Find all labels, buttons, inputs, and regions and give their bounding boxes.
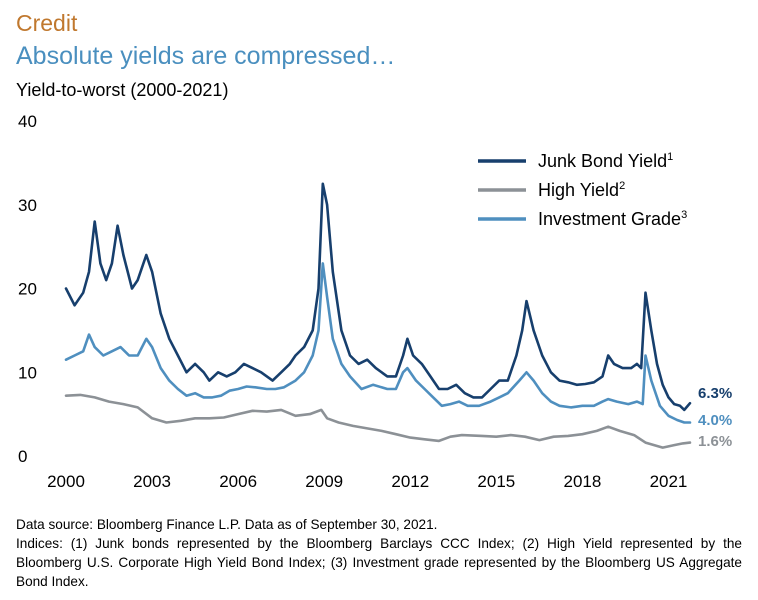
end-labels: 6.3% 1.6% 4.0% [698, 385, 732, 450]
legend-label: Investment Grade3 [538, 209, 687, 229]
section-label: Credit [16, 10, 78, 36]
y-tick-label: 40 [18, 112, 37, 131]
legend-name: Investment Grade [538, 209, 681, 229]
y-axis: 0 10 20 30 40 [18, 112, 37, 466]
x-axis: 2000 2003 2006 2009 2012 2015 2018 2021 [47, 472, 687, 491]
x-tick-label: 2015 [477, 472, 515, 491]
legend-footnote-ref: 1 [667, 151, 673, 163]
x-tick-label: 2006 [219, 472, 257, 491]
end-label-high-yield: 1.6% [698, 433, 732, 450]
legend-footnote-ref: 2 [619, 180, 625, 192]
indices-note: Indices: (1) Junk bonds represented by t… [16, 536, 742, 589]
legend-name: Junk Bond Yield [538, 151, 667, 171]
x-tick-label: 2012 [391, 472, 429, 491]
end-label-junk: 6.3% [698, 385, 732, 402]
data-source-note: Data source: Bloomberg Finance L.P. Data… [16, 517, 438, 532]
x-tick-label: 2000 [47, 472, 85, 491]
x-tick-label: 2003 [133, 472, 171, 491]
footnotes: Data source: Bloomberg Finance L.P. Data… [16, 515, 742, 591]
y-tick-label: 10 [18, 363, 37, 382]
page-title: Absolute yields are compressed… [16, 42, 396, 70]
series-line-junk [64, 182, 692, 412]
x-tick-label: 2009 [305, 472, 343, 491]
legend-label: Junk Bond Yield1 [538, 151, 673, 171]
legend-label: High Yield2 [538, 180, 625, 200]
chart-legend: Junk Bond Yield1 High Yield2 Investment Gr… [478, 151, 687, 229]
series-line-high-yield [64, 393, 692, 449]
legend-name: High Yield [538, 180, 619, 200]
chart-subtitle: Yield-to-worst (2000-2021) [16, 80, 229, 100]
y-tick-label: 30 [18, 196, 37, 215]
y-tick-label: 0 [18, 447, 27, 466]
legend-footnote-ref: 3 [681, 209, 687, 221]
y-tick-label: 20 [18, 280, 37, 299]
series-line-investment-grade [64, 262, 692, 424]
x-tick-label: 2021 [650, 472, 688, 491]
x-tick-label: 2018 [563, 472, 601, 491]
series-lines [64, 182, 692, 449]
end-label-investment-grade: 4.0% [698, 412, 732, 429]
